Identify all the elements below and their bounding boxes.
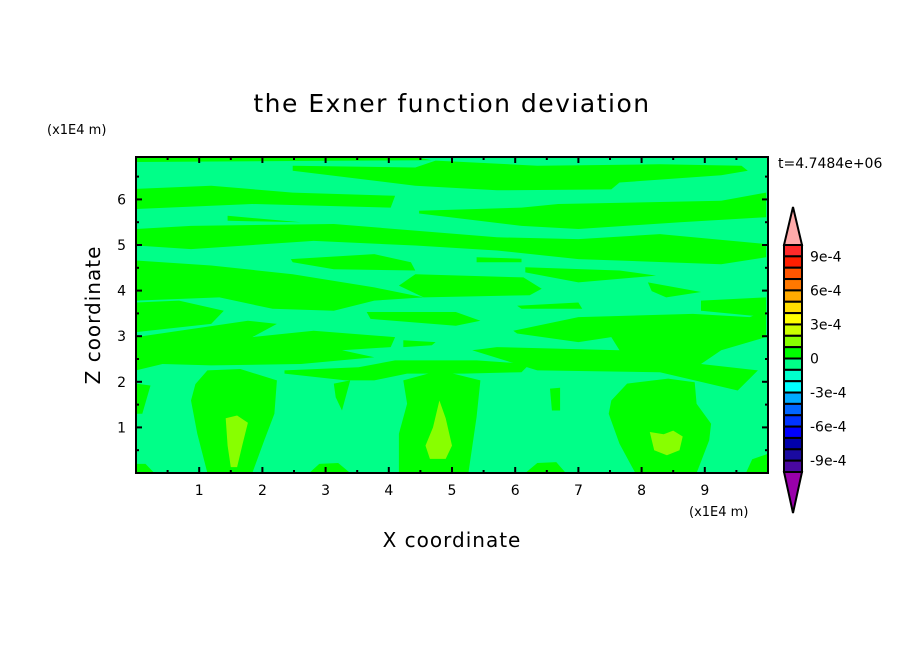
y-tick-label: 5 bbox=[117, 238, 126, 254]
colorbar-under-triangle bbox=[782, 471, 804, 514]
y-axis-label: Z coordinate bbox=[81, 246, 105, 385]
contour-region-6 bbox=[290, 254, 416, 271]
axes: 1 2 3 4 5 6 7 8 9 1 2 3 4 5 6 bbox=[117, 156, 769, 499]
y-tick-label: 6 bbox=[117, 192, 126, 208]
colorbar-tick-label: -9e-4 bbox=[810, 454, 847, 470]
contour-region-31 bbox=[425, 400, 452, 459]
contour-region-4 bbox=[227, 215, 301, 223]
chart-title: the Exner function deviation bbox=[253, 89, 650, 118]
contour-region-18 bbox=[403, 340, 436, 348]
colorbar-swatch bbox=[783, 289, 803, 303]
colorbar-swatch bbox=[783, 448, 803, 462]
y-unit-label: (x1E4 m) bbox=[47, 123, 106, 138]
x-tick-label: 6 bbox=[511, 483, 520, 499]
contour-region-5 bbox=[136, 224, 767, 265]
colorbar-swatch bbox=[783, 425, 803, 439]
contour-region-24 bbox=[550, 387, 561, 411]
contour-region-14 bbox=[136, 300, 224, 333]
colorbar-tick-label: 9e-4 bbox=[810, 249, 842, 265]
colorbar-swatch bbox=[783, 323, 803, 337]
contour-region-16 bbox=[136, 320, 396, 371]
contour-region-1 bbox=[292, 160, 748, 191]
colorbar: 9e-4 6e-4 3e-4 0 -3e-4 -6e-4 -9e-4 bbox=[782, 206, 847, 514]
contour-region-29 bbox=[136, 463, 155, 473]
contour-region-3 bbox=[419, 192, 767, 229]
contour-region-22 bbox=[608, 378, 712, 473]
colorbar-swatch bbox=[783, 300, 803, 315]
colorbar-swatch bbox=[783, 391, 803, 405]
colorbar-swatch bbox=[783, 255, 803, 269]
x-tick-label: 1 bbox=[195, 483, 204, 499]
contour-region-30 bbox=[225, 415, 248, 468]
y-tick-label: 3 bbox=[117, 329, 126, 345]
colorbar-swatch bbox=[783, 357, 803, 371]
colorbar-tick-label: 0 bbox=[810, 352, 819, 368]
colorbar-swatch bbox=[783, 312, 803, 326]
colorbar-swatch bbox=[783, 278, 803, 292]
colorbar-swatch bbox=[783, 436, 803, 451]
y-tick-label: 2 bbox=[117, 375, 126, 391]
colorbar-swatch bbox=[783, 402, 803, 417]
x-tick-label: 4 bbox=[384, 483, 393, 499]
contour-region-23 bbox=[333, 380, 351, 411]
colorbar-swatch bbox=[783, 346, 803, 360]
colorbar-swatch bbox=[783, 380, 803, 394]
x-tick-label: 3 bbox=[321, 483, 330, 499]
contour-region-7 bbox=[476, 257, 522, 263]
y-tick-label: 4 bbox=[117, 284, 126, 300]
y-tick-label: 1 bbox=[117, 420, 126, 436]
contour-region-26 bbox=[309, 463, 351, 473]
contour-region-15 bbox=[366, 312, 481, 326]
contour-region-28 bbox=[745, 453, 768, 473]
colorbar-tick-label: 6e-4 bbox=[810, 283, 842, 299]
colorbar-swatch bbox=[783, 459, 803, 473]
contour-field bbox=[136, 157, 768, 473]
contour-region-19 bbox=[284, 360, 530, 381]
contour-region-9 bbox=[398, 274, 542, 298]
x-axis-label: X coordinate bbox=[383, 528, 522, 552]
colorbar-over-triangle bbox=[782, 206, 804, 246]
x-tick-label: 2 bbox=[258, 483, 267, 499]
contour-region-12 bbox=[701, 297, 767, 318]
colorbar-tick-label: -3e-4 bbox=[810, 386, 847, 402]
contour-region-2 bbox=[136, 185, 396, 209]
contour-region-10 bbox=[525, 267, 657, 283]
contour-region-11 bbox=[647, 282, 701, 298]
x-tick-label: 9 bbox=[700, 483, 709, 499]
x-tick-label: 5 bbox=[448, 483, 457, 499]
colorbar-tick-label: 3e-4 bbox=[810, 317, 842, 333]
contour-region-32 bbox=[649, 430, 683, 456]
colorbar-swatch bbox=[783, 334, 803, 349]
contour-region-17 bbox=[472, 310, 767, 391]
x-tick-label: 7 bbox=[574, 483, 583, 499]
colorbar-swatch bbox=[783, 266, 803, 281]
colorbar-swatch bbox=[783, 244, 803, 258]
x-unit-label: (x1E4 m) bbox=[689, 505, 748, 520]
colorbar-tick-label: -6e-4 bbox=[810, 420, 847, 436]
colorbar-swatch bbox=[783, 414, 803, 428]
contour-region-13 bbox=[517, 302, 583, 309]
contour-region-25 bbox=[136, 383, 151, 414]
x-tick-label: 8 bbox=[637, 483, 646, 499]
contour-region-27 bbox=[525, 462, 566, 473]
time-annotation: t=4.7484e+06 bbox=[778, 156, 882, 172]
colorbar-swatch bbox=[783, 368, 803, 383]
contour-region-8 bbox=[136, 260, 424, 311]
